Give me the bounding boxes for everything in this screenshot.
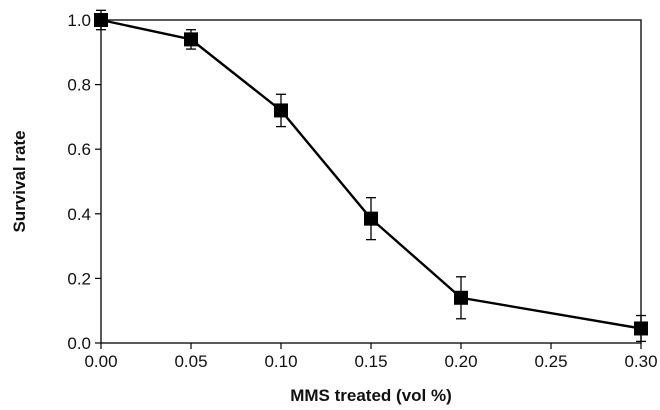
x-tick-label: 0.05 xyxy=(174,352,207,371)
data-point xyxy=(634,321,648,336)
x-tick-label: 0.30 xyxy=(624,352,657,371)
data-point xyxy=(274,103,288,118)
x-tick-label: 0.00 xyxy=(84,352,117,371)
x-tick-label: 0.15 xyxy=(354,352,387,371)
y-tick-label: 0.6 xyxy=(67,140,91,159)
x-tick-label: 0.10 xyxy=(264,352,297,371)
series-survival xyxy=(94,9,648,343)
x-axis-title: MMS treated (vol %) xyxy=(290,386,452,405)
x-tick-label: 0.25 xyxy=(534,352,567,371)
y-axis: 0.0 0.2 0.4 0.6 0.8 1.0 xyxy=(67,11,101,353)
plot-frame xyxy=(100,19,642,344)
y-axis-title: Survival rate xyxy=(10,130,29,232)
y-tick-label: 0.0 xyxy=(67,334,91,353)
y-tick-label: 0.8 xyxy=(67,76,91,95)
y-tick-label: 0.2 xyxy=(67,269,91,288)
y-tick-label: 1.0 xyxy=(67,11,91,30)
data-point xyxy=(94,13,108,27)
x-tick-label: 0.20 xyxy=(444,352,477,371)
series-line xyxy=(100,18,642,330)
data-point xyxy=(184,32,198,47)
x-axis: 0.00 0.05 0.10 0.15 0.20 0.25 0.30 xyxy=(84,343,658,371)
data-point xyxy=(454,290,468,305)
data-point xyxy=(364,211,378,226)
y-tick-label: 0.4 xyxy=(67,205,91,224)
